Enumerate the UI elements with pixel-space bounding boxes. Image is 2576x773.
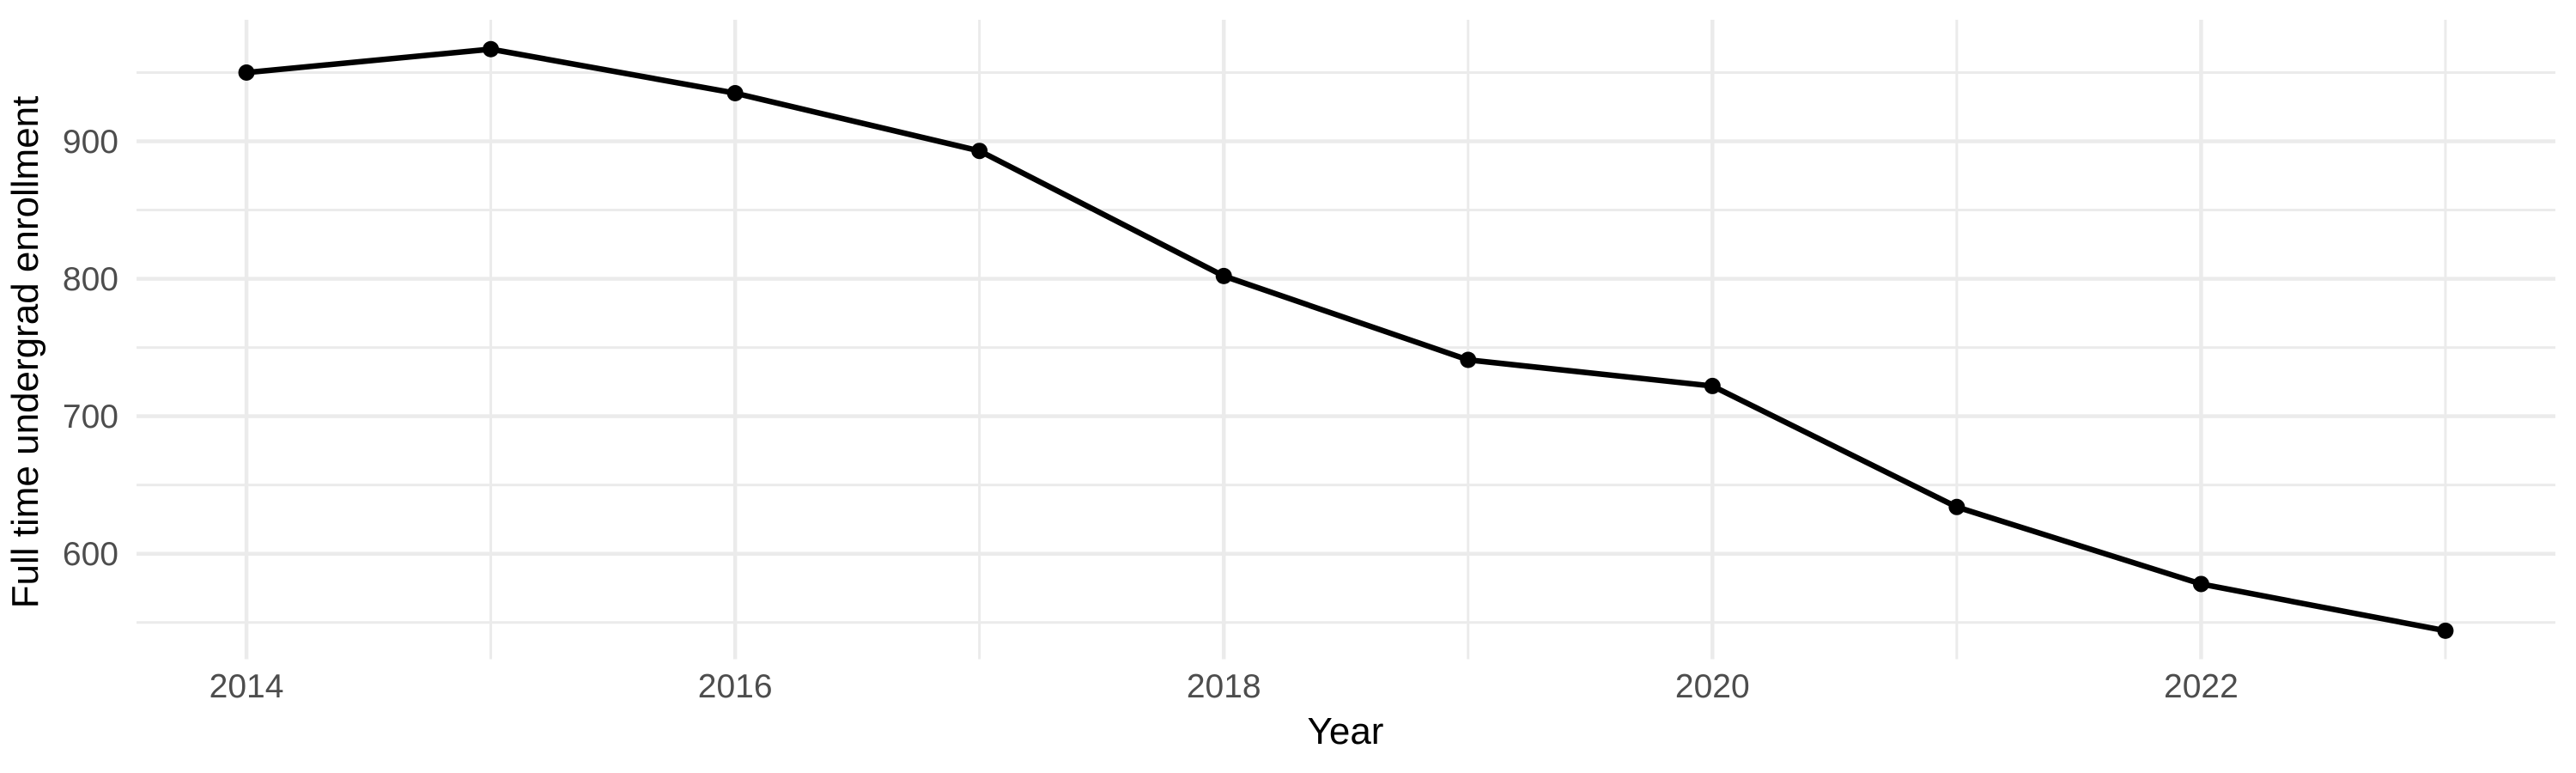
data-point — [1948, 498, 1965, 515]
data-point — [2437, 622, 2454, 639]
enrollment-trend-line — [243, 46, 2449, 634]
data-point — [1704, 377, 1721, 394]
x-tick-label: 2018 — [1187, 668, 1261, 705]
y-tick-labels: 600 700 800 900 — [63, 124, 118, 573]
grid-minor-lines — [137, 20, 2555, 660]
data-point — [1460, 351, 1477, 368]
data-point — [726, 84, 744, 101]
x-tick-label: 2020 — [1675, 668, 1750, 705]
data-point — [238, 64, 255, 81]
y-tick-label: 800 — [63, 261, 118, 298]
data-point — [1215, 267, 1232, 284]
x-tick-label: 2016 — [698, 668, 773, 705]
y-tick-label: 900 — [63, 124, 118, 161]
grid-major-lines — [137, 20, 2555, 660]
y-tick-label: 700 — [63, 399, 118, 435]
x-axis-title: Year — [1308, 710, 1384, 752]
data-point — [2192, 575, 2209, 593]
data-point — [971, 143, 988, 160]
x-tick-labels: 2014 2016 2018 2020 2022 — [210, 668, 2239, 705]
data-points — [238, 40, 2454, 639]
data-point — [483, 40, 500, 58]
data-line — [243, 46, 2449, 634]
x-tick-label: 2014 — [210, 668, 284, 705]
y-tick-label: 600 — [63, 536, 118, 573]
y-axis-title: Full time undergrad enrollment — [4, 96, 46, 609]
x-tick-label: 2022 — [2164, 668, 2239, 705]
